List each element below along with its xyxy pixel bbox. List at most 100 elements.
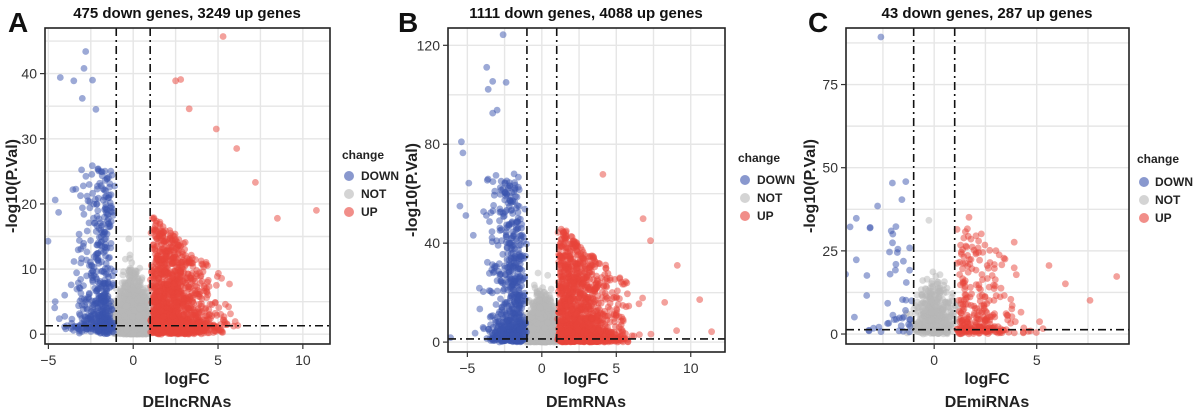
point-down	[61, 313, 69, 320]
point-up	[153, 235, 161, 243]
point-up	[252, 179, 259, 186]
point-up	[195, 319, 203, 327]
point-up	[178, 264, 186, 272]
point-up	[208, 301, 216, 309]
plot-frame	[44, 27, 331, 345]
legend-item-up: UP	[361, 205, 378, 219]
point-down	[98, 172, 106, 180]
point-down	[107, 167, 115, 175]
point-down	[70, 258, 78, 265]
point-up	[156, 288, 164, 295]
point-not	[129, 313, 136, 321]
x-tick-label: 5	[214, 352, 222, 368]
point-down	[78, 166, 85, 174]
point-up	[168, 259, 176, 266]
point-up	[225, 303, 233, 311]
point-not	[116, 300, 124, 308]
y-tick-label: 10	[21, 261, 37, 277]
point-down	[82, 48, 90, 55]
point-down	[83, 325, 91, 333]
point-down	[95, 295, 103, 302]
point-down	[83, 227, 91, 235]
point-down	[95, 325, 102, 332]
point-down	[90, 320, 98, 328]
point-not	[544, 271, 552, 279]
panel-b: B 1111 down genes, 4088 up genes −5 0 5 100…	[398, 5, 795, 411]
point-not	[134, 296, 142, 304]
point-up	[185, 105, 193, 113]
point-not	[136, 305, 144, 312]
point-down	[100, 268, 108, 276]
point-down	[56, 74, 64, 81]
point-down	[99, 196, 107, 204]
point-up	[226, 280, 233, 288]
point-down	[85, 181, 93, 188]
point-not	[139, 317, 147, 325]
point-down	[75, 230, 83, 238]
point-up	[169, 312, 177, 320]
point-down	[81, 317, 88, 325]
point-not	[135, 312, 143, 320]
point-down	[102, 260, 110, 267]
point-down	[89, 189, 96, 197]
point-down	[77, 290, 85, 297]
point-up	[166, 247, 174, 255]
point-down	[83, 296, 90, 303]
point-down	[102, 247, 109, 254]
y-tick-label: 40	[21, 66, 37, 82]
x-tick-label: 10	[295, 352, 311, 368]
point-up	[202, 304, 210, 312]
point-up	[184, 302, 192, 310]
point-down	[101, 235, 108, 243]
point-up	[151, 297, 159, 305]
point-down	[88, 162, 96, 170]
point-down	[107, 265, 115, 273]
point-down	[79, 182, 87, 190]
point-down	[87, 237, 94, 244]
point-up	[150, 214, 158, 222]
panel-label: A	[8, 7, 28, 38]
point-not	[534, 269, 542, 277]
point-up	[177, 76, 185, 83]
point-up	[157, 280, 165, 288]
point-up	[203, 288, 211, 296]
point-up	[160, 313, 168, 320]
legend-item-down: DOWN	[361, 169, 399, 183]
point-down	[83, 256, 90, 264]
point-down	[87, 272, 95, 279]
point-up	[171, 279, 179, 287]
point-down	[95, 259, 103, 267]
point-down	[80, 239, 88, 247]
point-down	[93, 287, 101, 295]
point-not	[133, 279, 140, 287]
point-down	[88, 171, 96, 178]
legend-swatch-down	[344, 171, 354, 181]
point-up	[218, 274, 226, 282]
point-not	[121, 290, 129, 297]
chart-caption: DElncRNAs	[143, 394, 232, 411]
point-down	[45, 237, 52, 245]
point-up	[153, 242, 161, 250]
point-down	[109, 323, 117, 331]
point-up	[174, 293, 182, 301]
point-down	[80, 210, 88, 218]
panel-label: B	[398, 7, 418, 38]
point-up	[175, 242, 183, 250]
point-up	[274, 214, 281, 222]
point-up	[200, 282, 208, 290]
point-up	[204, 329, 212, 337]
point-down	[80, 65, 88, 72]
point-up	[212, 125, 220, 133]
point-down	[96, 280, 104, 287]
point-up	[156, 264, 163, 272]
point-up	[191, 282, 199, 290]
point-up	[218, 327, 225, 335]
point-not	[122, 302, 130, 310]
point-not	[141, 324, 149, 332]
point-up	[223, 321, 231, 329]
point-down	[110, 281, 117, 289]
point-up	[148, 274, 156, 282]
legend-swatch-not	[344, 189, 354, 199]
point-up	[156, 248, 164, 256]
